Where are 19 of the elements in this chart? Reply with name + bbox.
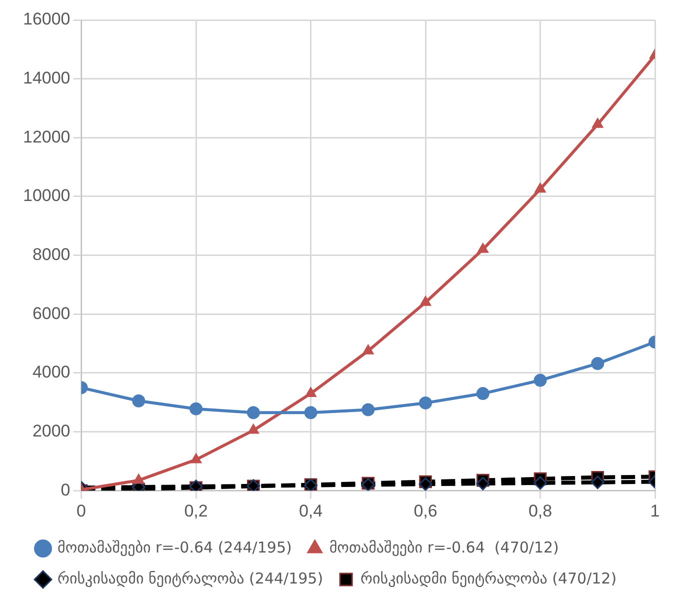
y-tick-label: 6000: [32, 304, 70, 323]
y-tick-label: 0: [60, 480, 70, 500]
y-tick-label: 4000: [32, 362, 70, 382]
legend-label: მოთამაშეები r=-0.64 (470/12): [329, 538, 559, 556]
y-tick-label: 14000: [22, 68, 70, 88]
y-tick-label: 12000: [22, 127, 70, 146]
x-tick-label: 0,6: [414, 501, 438, 520]
legend-label: რისკისადმი ნეიტრალობა (244/195): [58, 569, 324, 588]
x-tick-label: 0,2: [184, 501, 208, 520]
x-tick-label: 0,4: [298, 501, 323, 520]
x-tick-label: 0: [76, 501, 86, 520]
y-tick-label: 2000: [32, 421, 70, 440]
x-tick-label: 0,8: [528, 501, 552, 520]
legend-label: რისკისადმი ნეიტრალობა (470/12): [360, 569, 617, 588]
y-tick-label: 10000: [22, 186, 70, 206]
y-tick-label: 16000: [22, 10, 70, 29]
x-tick-label: 1: [650, 501, 660, 520]
y-tick-label: 8000: [32, 244, 70, 264]
legend-label: მოთამაშეები r=-0.64 (244/195): [58, 538, 292, 556]
